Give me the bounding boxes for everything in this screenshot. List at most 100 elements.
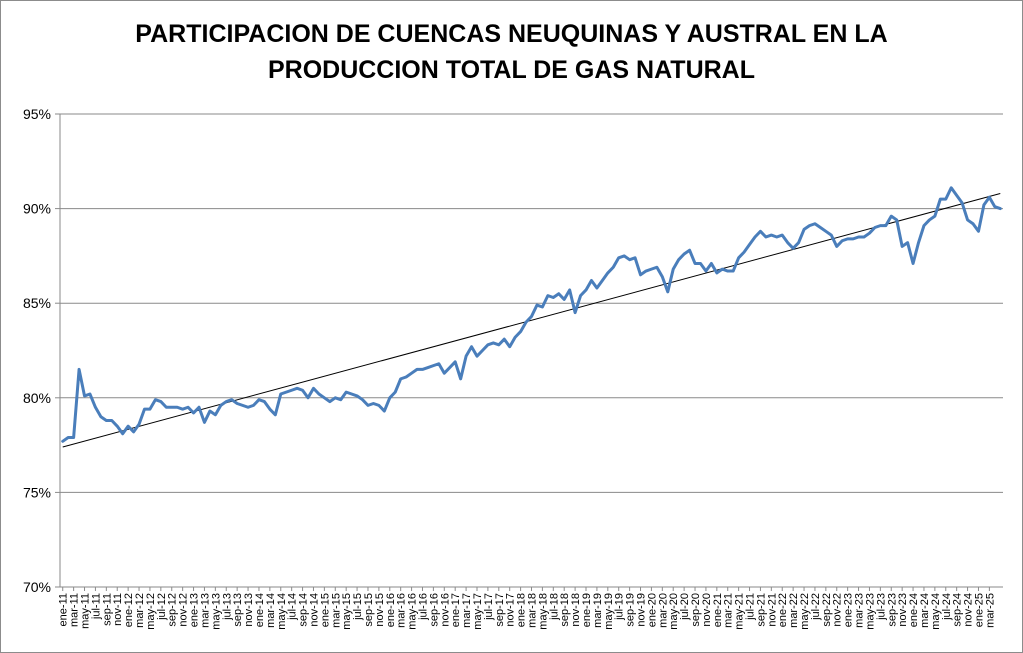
data-point — [503, 338, 505, 340]
chart-title-line-2: PRODUCCION TOTAL DE GAS NATURAL — [267, 56, 756, 84]
x-tick-label: may-16 — [407, 593, 419, 630]
data-point — [443, 372, 445, 374]
x-tick-label: mar-22 — [788, 593, 800, 628]
x-tick-label: nov-23 — [897, 593, 909, 627]
data-point — [465, 355, 467, 357]
data-point — [470, 346, 472, 348]
data-point — [683, 253, 685, 255]
data-point — [874, 226, 876, 228]
data-point — [765, 236, 767, 238]
data-point — [83, 395, 85, 397]
x-tick-label: may-12 — [145, 593, 157, 630]
data-point — [258, 398, 260, 400]
y-tick-label: 95% — [23, 106, 51, 122]
x-tick-label: nov-14 — [308, 593, 320, 627]
x-tick-label: nov-15 — [374, 593, 386, 627]
gridlines — [60, 113, 1003, 493]
data-point — [378, 404, 380, 406]
data-point — [421, 368, 423, 370]
data-point — [830, 234, 832, 236]
data-point — [416, 368, 418, 370]
data-point — [972, 223, 974, 225]
data-point — [639, 274, 641, 276]
x-tick-label: may-15 — [341, 593, 353, 630]
chart-title: PARTICIPACION DE CUENCAS NEUQUINAS Y AUS… — [0, 16, 1023, 88]
data-point — [252, 404, 254, 406]
data-point — [901, 245, 903, 247]
data-point — [677, 258, 679, 260]
data-point — [361, 398, 363, 400]
x-tick-label: may-17 — [472, 593, 484, 630]
data-point — [449, 366, 451, 368]
x-tick-label: mar-24 — [919, 593, 931, 628]
data-point — [705, 270, 707, 272]
x-tick-label: mar-21 — [723, 593, 735, 628]
x-tick-label: ene-19 — [581, 593, 593, 627]
data-point — [214, 414, 216, 416]
x-tick-label: sep-11 — [101, 593, 113, 626]
x-tick-label: sep-23 — [886, 593, 898, 627]
data-point — [290, 389, 292, 391]
data-point — [367, 404, 369, 406]
x-tick-label: ene-12 — [123, 593, 135, 627]
plot-area-border — [59, 114, 1003, 588]
data-point — [187, 406, 189, 408]
x-tick-label: mar-17 — [461, 593, 473, 628]
x-tick-label: nov-16 — [439, 593, 451, 627]
data-point — [498, 344, 500, 346]
data-point — [67, 436, 69, 438]
x-tick-label: mar-23 — [854, 593, 866, 628]
x-tick-label: jul-19 — [614, 593, 626, 621]
x-tick-label: ene-23 — [843, 593, 855, 627]
x-tick-label: jul-15 — [352, 593, 364, 621]
data-point — [628, 258, 630, 260]
data-point — [508, 346, 510, 348]
y-tick-label: 70% — [23, 579, 51, 595]
x-tick-label: mar-20 — [657, 593, 669, 628]
x-tick-label: ene-21 — [712, 593, 724, 627]
x-tick-label: jul-23 — [875, 593, 887, 621]
x-tick-label: sep-14 — [298, 593, 310, 627]
data-point — [530, 315, 532, 317]
data-point — [781, 234, 783, 236]
x-tick-label: may-13 — [210, 593, 222, 630]
data-point — [645, 270, 647, 272]
data-point — [852, 238, 854, 240]
x-tick-label: may-18 — [537, 593, 549, 630]
x-tick-label: nov-11 — [112, 593, 124, 626]
data-point — [121, 433, 123, 435]
data-point — [399, 378, 401, 380]
data-point — [89, 393, 91, 395]
data-point — [356, 395, 358, 397]
x-tick-label: jul-13 — [221, 593, 233, 621]
x-tick-label: mar-15 — [330, 593, 342, 628]
data-point — [285, 391, 287, 393]
x-tick-label: ene-25 — [973, 593, 985, 627]
data-point — [269, 408, 271, 410]
data-point — [410, 372, 412, 374]
data-point — [105, 419, 107, 421]
data-point — [939, 198, 941, 200]
data-point — [111, 419, 113, 421]
x-tick-label: may-14 — [276, 593, 288, 630]
x-tick-label: nov-19 — [636, 593, 648, 627]
data-point — [966, 219, 968, 221]
data-point — [612, 266, 614, 268]
data-point — [492, 342, 494, 344]
data-point — [301, 389, 303, 391]
data-point — [171, 406, 173, 408]
data-point — [710, 262, 712, 264]
data-point — [917, 241, 919, 243]
data-point — [868, 232, 870, 234]
data-point — [743, 251, 745, 253]
data-point — [323, 397, 325, 399]
x-tick-label: ene-24 — [908, 593, 920, 627]
x-tick-label: ene-17 — [450, 593, 462, 627]
data-point — [776, 236, 778, 238]
data-point — [857, 236, 859, 238]
data-point — [601, 279, 603, 281]
x-tick-label: jul-22 — [810, 593, 822, 621]
data-point — [350, 393, 352, 395]
